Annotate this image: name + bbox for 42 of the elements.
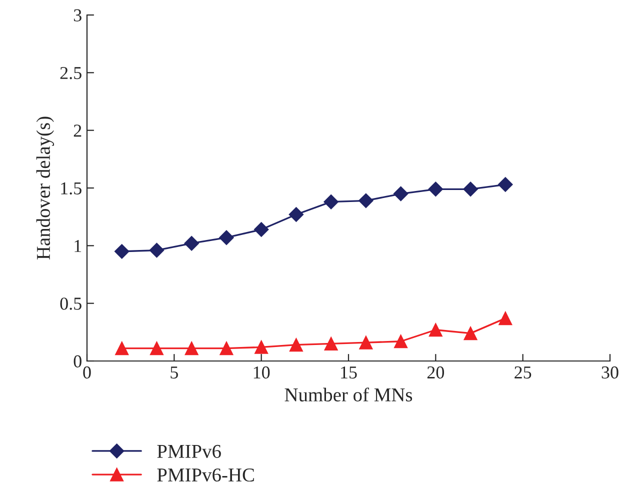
legend-label: PMIPv6-HC <box>157 468 254 482</box>
x-axis-title: Number of MNs <box>284 388 412 402</box>
point <box>394 334 408 348</box>
x-tick-label: 30 <box>602 366 618 379</box>
x-tick-label: 5 <box>170 366 178 379</box>
point <box>288 207 304 222</box>
point <box>428 323 442 337</box>
x-tick-label: 25 <box>514 366 532 379</box>
y-tick-label: 0 <box>74 355 82 368</box>
y-tick-label: 0.5 <box>60 298 82 310</box>
point <box>498 312 512 326</box>
point <box>150 342 164 356</box>
point <box>149 242 164 258</box>
y-tick-label: 2 <box>74 124 82 137</box>
y-tick-label: 3 <box>74 9 82 22</box>
point <box>254 222 269 237</box>
point <box>324 336 338 350</box>
point <box>498 177 513 192</box>
point <box>428 182 444 197</box>
point <box>324 194 338 210</box>
x-tick-label: 10 <box>254 366 270 379</box>
point <box>184 342 198 356</box>
y-tick-label: 1 <box>74 240 82 252</box>
point <box>358 193 374 208</box>
x-tick-label: 0 <box>83 366 91 379</box>
point <box>254 340 268 354</box>
point <box>393 186 408 202</box>
y-axis-title: Handover delay(s) <box>36 116 54 260</box>
x-tick-label: 15 <box>341 366 357 379</box>
point <box>464 326 478 340</box>
point <box>359 336 373 350</box>
y-tick-label: 1.5 <box>61 182 82 195</box>
legend-label: PMIPv6 <box>157 444 221 458</box>
point <box>115 342 129 356</box>
point <box>184 236 199 251</box>
x-tick-label: 20 <box>427 366 444 379</box>
point <box>219 230 234 245</box>
point <box>114 244 130 259</box>
point <box>289 338 303 352</box>
point <box>463 182 478 197</box>
y-tick-label: 2.5 <box>60 66 82 80</box>
point <box>220 342 234 356</box>
